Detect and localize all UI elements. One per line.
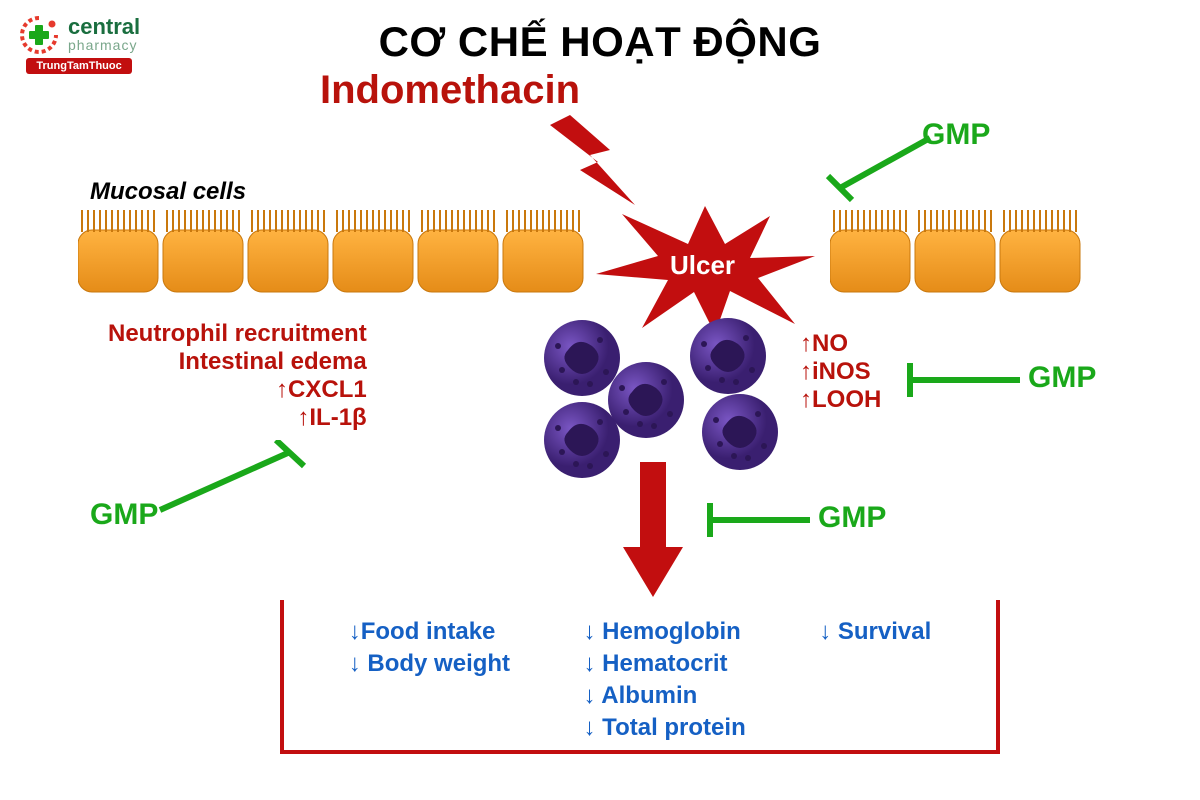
mucosal-cells-left — [78, 210, 588, 302]
gmp-top-label: GMP — [922, 118, 990, 152]
pathway-right-1: ↑iNOS — [800, 358, 881, 386]
pathway-left-0: Neutrophil recruitment — [108, 320, 367, 348]
pathway-left-1: Intestinal edema — [108, 348, 367, 376]
immune-cells — [530, 310, 810, 485]
outcome-1-1: ↓ Hematocrit — [584, 650, 746, 678]
gmp-right: GMP — [900, 355, 1100, 410]
page-title: CƠ CHẾ HOẠT ĐỘNG — [0, 18, 1200, 66]
outcome-0-0: ↓Food intake — [349, 618, 510, 646]
gmp-right-label: GMP — [1028, 361, 1096, 395]
pathway-right-2: ↑LOOH — [800, 386, 881, 414]
outcome-2-0: ↓ Survival — [819, 618, 931, 646]
outcomes-col-0: ↓Food intake ↓ Body weight — [349, 618, 510, 742]
outcome-0-1: ↓ Body weight — [349, 650, 510, 678]
outcome-1-3: ↓ Total protein — [584, 714, 746, 742]
gmp-middle: GMP — [700, 495, 890, 550]
mucosal-cells-label: Mucosal cells — [90, 178, 246, 206]
down-arrow-icon — [618, 462, 688, 602]
outcomes-col-1: ↓ Hemoglobin ↓ Hematocrit ↓ Albumin ↓ To… — [584, 618, 746, 742]
outcomes-col-2: ↓ Survival — [819, 618, 931, 742]
pathway-right-0: ↑NO — [800, 330, 881, 358]
gmp-top: GMP — [800, 118, 980, 213]
pathway-right: ↑NO ↑iNOS ↑LOOH — [800, 330, 881, 414]
outcome-1-2: ↓ Albumin — [584, 682, 746, 710]
pathway-left-3: ↑IL-1β — [108, 404, 367, 432]
gmp-bottomleft-label: GMP — [90, 498, 158, 532]
ulcer-label: Ulcer — [670, 250, 735, 281]
pathway-left: Neutrophil recruitment Intestinal edema … — [108, 320, 367, 432]
gmp-bottomleft: GMP — [120, 440, 340, 535]
outcome-1-0: ↓ Hemoglobin — [584, 618, 746, 646]
pathway-left-2: ↑CXCL1 — [108, 376, 367, 404]
gmp-middle-label: GMP — [818, 501, 886, 535]
mucosal-cells-right — [830, 210, 1090, 302]
drug-label: Indomethacin — [320, 68, 580, 113]
outcomes-box: ↓Food intake ↓ Body weight ↓ Hemoglobin … — [280, 600, 1000, 754]
